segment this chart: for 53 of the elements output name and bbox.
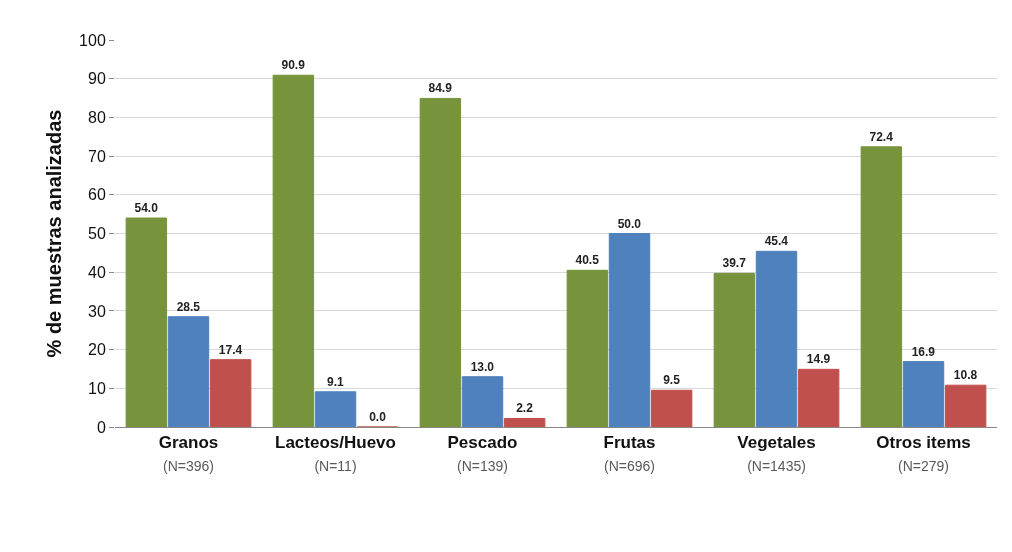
data-label: 28.5: [176, 299, 201, 314]
bar: [314, 391, 357, 427]
y-tick-label: 30: [88, 302, 106, 320]
y-axis-title: % de muestras analizadas: [42, 109, 65, 358]
bar: [797, 368, 840, 427]
bar: [860, 146, 903, 427]
data-label: 9.1: [327, 374, 344, 389]
data-label: 16.9: [911, 344, 936, 359]
y-tick-label: 40: [88, 263, 106, 281]
data-label: 72.4: [869, 129, 894, 144]
y-tick-label: 70: [88, 147, 106, 165]
bar: [566, 269, 609, 427]
y-tick-label: 90: [88, 70, 106, 88]
data-label: 84.9: [428, 81, 453, 96]
data-label: 50.0: [617, 216, 642, 231]
data-label: 17.4: [218, 342, 243, 357]
bar: [650, 389, 693, 427]
x-tick-label: Pescado (N=139): [447, 433, 518, 474]
x-tick-label: Granos (N=396): [158, 433, 219, 474]
y-tick-label: 0: [96, 418, 106, 436]
bar: [167, 316, 210, 427]
bar: [608, 233, 651, 427]
y-tick-label: 10: [88, 379, 106, 397]
x-tick-label: Frutas (N=696): [603, 433, 656, 474]
x-tick-label: Vegetales (N=1435): [737, 433, 816, 474]
data-label: 0.0: [369, 410, 387, 424]
bar: [713, 272, 756, 427]
data-label: 14.9: [806, 352, 831, 367]
data-label: 2.2: [516, 401, 534, 416]
data-label: 40.5: [575, 253, 600, 268]
x-tick-label: Lacteos/Huevo (N=11): [275, 433, 396, 474]
bar: [755, 250, 798, 427]
bar: [503, 417, 546, 427]
y-tick-label: 80: [88, 109, 106, 126]
bar: [125, 217, 168, 427]
data-label: 54.0: [134, 201, 159, 216]
data-label: 9.5: [663, 373, 681, 388]
data-label: 10.8: [953, 368, 978, 383]
bar: [419, 97, 462, 427]
bar: [461, 376, 504, 427]
data-label: 45.4: [764, 234, 789, 249]
bar: [209, 359, 252, 427]
data-label: 39.7: [722, 256, 747, 271]
data-label: 13.0: [470, 359, 495, 374]
x-tick-label: Otros items (N=279): [876, 433, 971, 474]
y-tick-label: 50: [88, 225, 106, 243]
y-tick-label: 60: [88, 186, 106, 204]
bar: [272, 74, 315, 427]
y-tick-label: 20: [88, 341, 106, 359]
data-label: 90.9: [281, 58, 306, 73]
bar: [944, 384, 987, 427]
y-tick-label: 100: [79, 31, 106, 49]
bar: [902, 361, 945, 427]
